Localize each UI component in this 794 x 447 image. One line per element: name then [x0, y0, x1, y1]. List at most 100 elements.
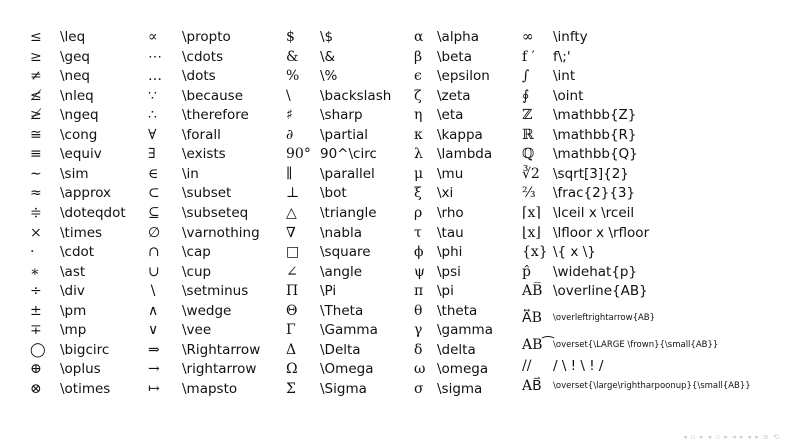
latex-command: \equiv: [60, 146, 102, 163]
symbol-glyph: Π: [286, 283, 299, 300]
latex-command: \Delta: [320, 341, 361, 358]
symbol-glyph: ∧: [148, 302, 159, 319]
symbol-glyph: ∠: [286, 263, 298, 280]
latex-command: \lfloor x \rfloor: [553, 224, 650, 241]
symbol-glyph: ℝ: [522, 126, 534, 143]
latex-command: \exists: [182, 146, 226, 163]
symbol-glyph: ≥: [30, 48, 42, 65]
latex-command: \geq: [60, 48, 90, 65]
symbol-glyph: ♯: [286, 107, 293, 124]
latex-command: \phi: [437, 244, 463, 261]
latex-command: \sqrt[3]{2}: [553, 165, 629, 182]
latex-command: \zeta: [437, 87, 471, 104]
symbol-glyph: ω: [414, 361, 426, 378]
symbol-glyph: β: [414, 48, 423, 65]
latex-command: \in: [182, 165, 199, 182]
symbol-glyph: Θ: [286, 302, 298, 319]
symbol-glyph: &: [286, 48, 299, 65]
symbol-glyph: Ω: [286, 361, 298, 378]
symbol-glyph: ∓: [30, 322, 42, 339]
beamer-navigation-controls[interactable]: ◂ ▫ ▸ ◂ ▫ ▸ ◂ ▸ ◂ ▸ ≡ ⟲: [683, 433, 780, 441]
latex-command: \Gamma: [320, 322, 378, 339]
latex-command: \overset{\LARGE \frown}{\small{AB}}: [553, 339, 719, 350]
symbol-glyph: ϵ: [414, 68, 422, 85]
symbol-glyph: ℚ: [522, 146, 535, 163]
latex-command: \backslash: [320, 87, 392, 104]
symbol-glyph: ⇒: [148, 341, 160, 358]
symbol-glyph: →: [148, 361, 160, 378]
symbol-glyph: ⊕: [30, 361, 42, 378]
latex-command: \frac{2}{3}: [553, 185, 636, 202]
symbol-glyph: ρ: [414, 204, 423, 221]
symbol-glyph: ≱: [30, 107, 42, 124]
latex-command: \%: [320, 68, 338, 85]
latex-command: \cdot: [60, 244, 95, 261]
symbol-glyph: ∗: [30, 263, 40, 280]
latex-command: \pi: [437, 283, 454, 300]
latex-command: \rightarrow: [182, 361, 257, 378]
latex-command: \{ x \}: [553, 244, 596, 261]
latex-command: \eta: [437, 107, 464, 124]
latex-command: \subseteq: [182, 204, 249, 221]
latex-command: \propto: [182, 29, 231, 45]
latex-command: \mapsto: [182, 380, 238, 397]
symbol-glyph: δ: [414, 341, 423, 358]
latex-command: \doteqdot: [60, 204, 126, 221]
symbol-glyph: ≅: [30, 126, 42, 143]
latex-command: \tau: [437, 224, 464, 241]
symbol-glyph: 90°: [286, 146, 311, 163]
latex-command: \sim: [60, 165, 89, 182]
symbol-glyph: ∞: [522, 29, 534, 45]
latex-command: \epsilon: [437, 68, 490, 85]
latex-command: \sigma: [437, 380, 483, 397]
latex-command: \Sigma: [320, 380, 367, 397]
symbol-glyph: ≡: [30, 146, 42, 163]
symbol-glyph: f ′: [522, 48, 535, 65]
latex-command: \cap: [182, 244, 211, 261]
latex-command: \wedge: [182, 302, 232, 319]
latex-command: \int: [553, 68, 576, 85]
latex-command: \mathbb{Q}: [553, 146, 638, 163]
symbol-glyph: ∖: [148, 283, 157, 300]
latex-command: \lambda: [437, 146, 493, 163]
latex-command: \lceil x \rceil: [553, 204, 635, 221]
symbol-glyph: ⋯: [148, 48, 162, 65]
symbol-glyph: p̂: [522, 263, 531, 280]
latex-command: \omega: [437, 361, 489, 378]
symbol-glyph: ∮: [522, 87, 530, 104]
symbol-glyph: ∀: [148, 126, 157, 143]
symbol-glyph: σ: [414, 380, 424, 397]
latex-command: \because: [182, 87, 244, 104]
latex-command: \xi: [437, 185, 454, 202]
symbol-glyph: η: [414, 107, 423, 124]
symbol-glyph: ◯: [30, 341, 46, 358]
symbol-glyph: ∼: [30, 165, 42, 182]
latex-command: \theta: [437, 302, 478, 319]
symbol-glyph: Δ: [286, 341, 297, 358]
latex-command: \Pi: [320, 283, 337, 300]
symbol-glyph: {x}: [522, 244, 548, 261]
latex-command: \parallel: [320, 165, 375, 182]
latex-command: \triangle: [320, 204, 377, 221]
latex-command: \forall: [182, 126, 221, 143]
symbol-glyph: …: [148, 68, 162, 85]
symbol-glyph: ·: [30, 244, 35, 261]
symbol-glyph: \: [286, 87, 291, 104]
symbol-glyph: μ: [414, 165, 424, 182]
symbol-glyph: A⃡B: [522, 309, 542, 326]
latex-command: \leq: [60, 29, 86, 45]
symbol-glyph: ⌊x⌋: [522, 224, 541, 241]
symbol-glyph: ≠: [30, 68, 42, 85]
symbol-glyph: ∵: [148, 87, 157, 104]
latex-command: \bigcirc: [60, 341, 110, 358]
latex-command: \cdots: [182, 48, 224, 65]
latex-command: \gamma: [437, 322, 493, 339]
symbol-glyph: ⌈x⌉: [522, 204, 541, 221]
latex-command: \Theta: [320, 302, 364, 319]
symbol-glyph: ∫: [522, 68, 530, 85]
latex-command: \square: [320, 244, 371, 261]
latex-command: \div: [60, 283, 85, 300]
latex-command: \mathbb{Z}: [553, 107, 637, 124]
latex-command: \oplus: [60, 361, 101, 378]
latex-command: \subset: [182, 185, 232, 202]
